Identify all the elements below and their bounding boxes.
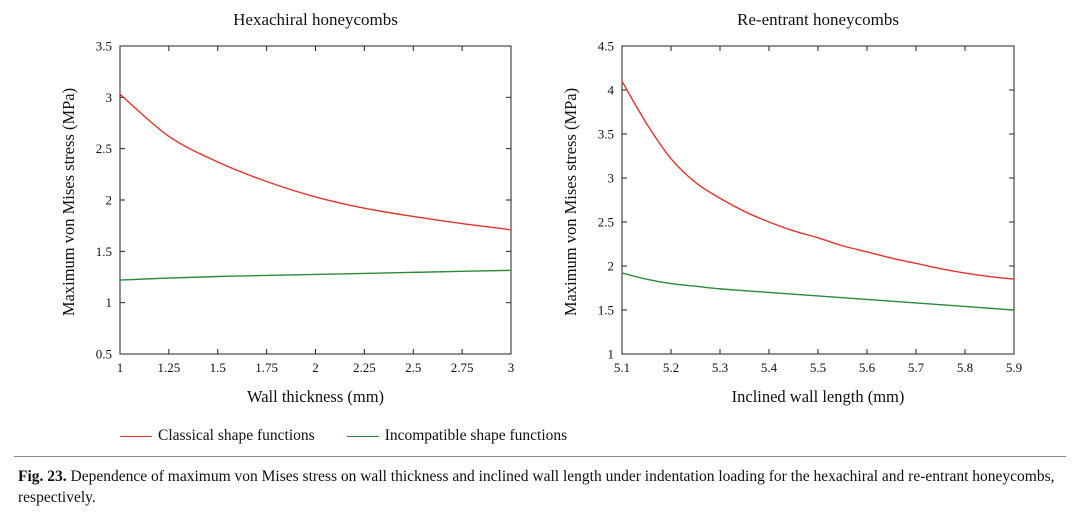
legend-item-incompatible: Incompatible shape functions [346, 427, 568, 445]
caption-divider [14, 456, 1066, 457]
chart-title: Re-entrant honeycombs [737, 10, 899, 29]
x-tick-label: 5.1 [614, 360, 630, 375]
x-tick-label: 2.75 [451, 360, 474, 375]
series-line-incompatible [621, 272, 1015, 311]
y-tick-label: 1 [608, 347, 615, 362]
legend-swatch-classical [120, 435, 152, 437]
legend-label-classical: Classical shape functions [158, 427, 315, 444]
x-axis-label: Wall thickness (mm) [247, 387, 384, 406]
y-tick-label: 4 [608, 83, 615, 98]
x-tick-label: 5.7 [908, 360, 925, 375]
y-tick-label: 3.5 [96, 39, 112, 54]
y-tick-label: 2 [106, 193, 113, 208]
caption-text: Dependence of maximum von Mises stress o… [18, 468, 1055, 506]
plot-frame [621, 45, 1015, 355]
legend-item-classical: Classical shape functions [120, 427, 315, 445]
x-tick-label: 2.5 [405, 360, 421, 375]
legend: Classical shape functions Incompatible s… [120, 427, 599, 445]
y-axis-label: Maximum von Mises stress (MPa) [59, 88, 78, 316]
x-tick-label: 3 [508, 360, 515, 375]
x-tick-label: 5.6 [859, 360, 876, 375]
x-tick-label: 1 [117, 360, 124, 375]
y-axis-label: Maximum von Mises stress (MPa) [561, 88, 580, 316]
y-tick-label: 3 [608, 171, 615, 186]
legend-swatch-incompatible [346, 435, 379, 437]
x-axis-label: Inclined wall length (mm) [732, 387, 905, 406]
y-tick-label: 4.5 [598, 39, 614, 54]
plot-frame [119, 45, 512, 355]
x-tick-label: 5.2 [663, 360, 679, 375]
chart-2: Re-entrant honeycombs 5.1 5.2 5.3 5.4 5.5 5.6 5… [561, 10, 1022, 406]
x-tick-label: 1.5 [210, 360, 226, 375]
figure-caption: Fig. 23. Dependence of maximum von Mises… [18, 466, 1066, 508]
series-line-incompatible [119, 269, 512, 281]
y-tick-label: 2 [608, 259, 615, 274]
y-tick-label: 3 [106, 90, 113, 105]
x-tick-label: 1.25 [158, 360, 181, 375]
y-tick-label: 0.5 [96, 347, 112, 362]
x-tick-label: 5.9 [1006, 360, 1022, 375]
series-line-classical [119, 93, 512, 231]
series-line-classical [621, 80, 1015, 280]
y-tick-label: 1 [106, 295, 113, 310]
y-tick-label: 3.5 [598, 127, 614, 142]
y-tick-label: 2.5 [96, 141, 112, 156]
chart-title: Hexachiral honeycombs [233, 10, 398, 29]
y-tick-label: 2.5 [598, 215, 614, 230]
x-tick-label: 5.3 [712, 360, 728, 375]
y-tick-label: 1.5 [96, 244, 112, 259]
chart-1: Hexachiral honeycombs 1 1.25 1.5 1.75 2 2.25 2.… [59, 10, 514, 406]
x-tick-label: 5.8 [957, 360, 973, 375]
y-tick-label: 1.5 [598, 303, 614, 318]
x-tick-label: 2 [312, 360, 319, 375]
legend-label-incompatible: Incompatible shape functions [384, 427, 568, 444]
charts-canvas: Hexachiral honeycombs 1 1.25 1.5 1.75 2 2.25 2.… [59, 10, 1022, 406]
x-tick-label: 5.4 [761, 360, 778, 375]
x-tick-label: 5.5 [810, 360, 826, 375]
caption-label: Fig. 23. [18, 468, 67, 485]
x-tick-label: 2.25 [353, 360, 376, 375]
x-tick-label: 1.75 [255, 360, 278, 375]
